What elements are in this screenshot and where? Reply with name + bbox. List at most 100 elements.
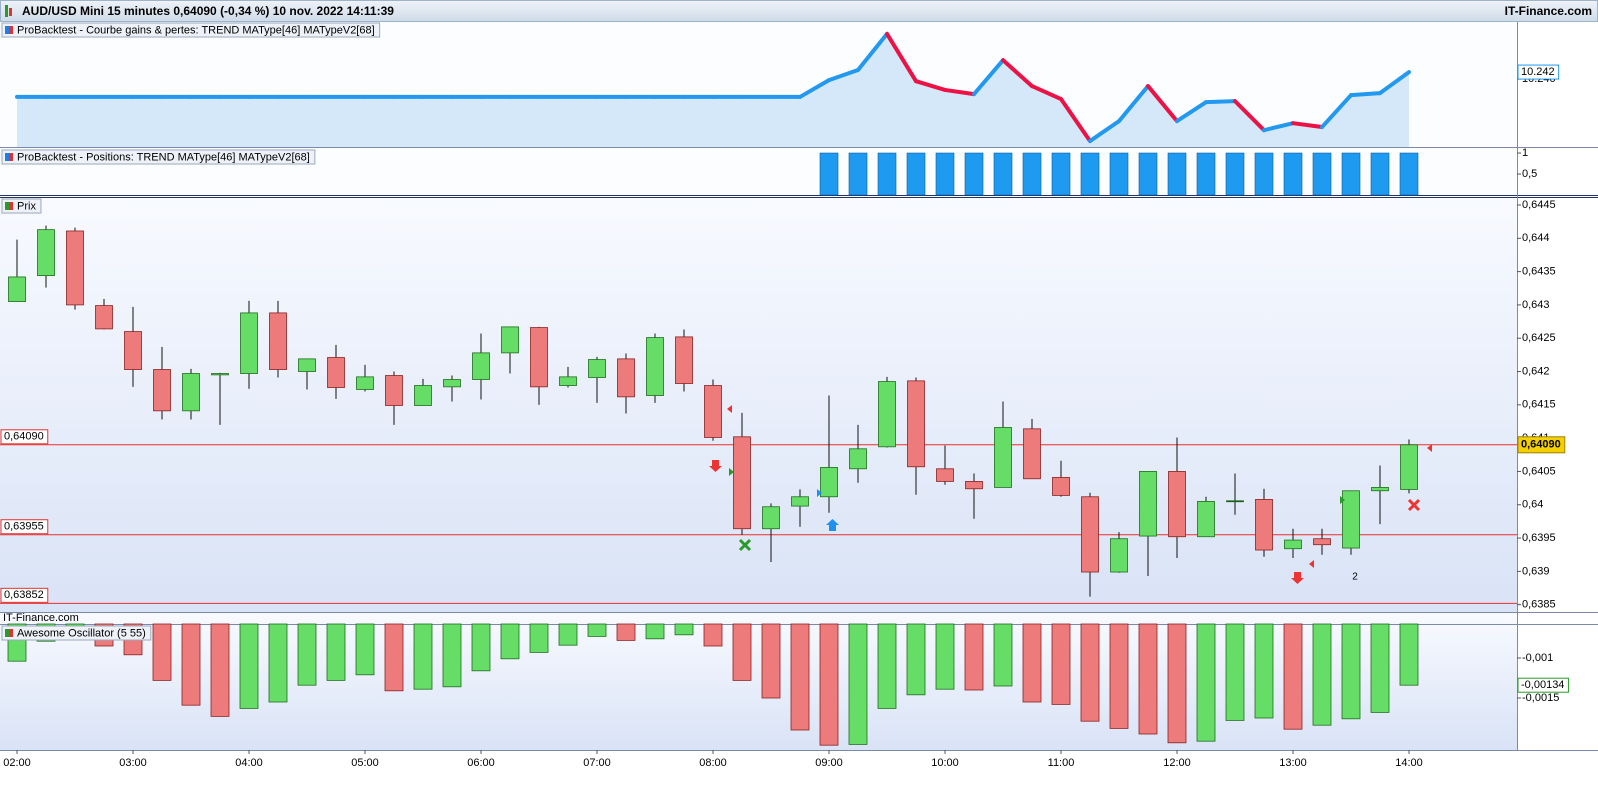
candle-body bbox=[37, 229, 55, 277]
oscillator-bar bbox=[1138, 623, 1158, 735]
equity-segment bbox=[1349, 91, 1382, 98]
oscillator-bar bbox=[732, 623, 752, 681]
signal-triangle bbox=[727, 405, 732, 413]
header-title: AUD/USD Mini 15 minutes 0,64090 (-0,34 %… bbox=[22, 4, 394, 18]
y-tick-label: 0,5 bbox=[1522, 168, 1537, 180]
current-price-label: 0,64090 bbox=[1521, 439, 1561, 451]
header-icon bbox=[5, 5, 8, 17]
oscillator-bar bbox=[761, 623, 781, 699]
signal-triangle bbox=[1427, 444, 1432, 452]
candle-body bbox=[414, 385, 432, 406]
last-value-label: -0,00134 bbox=[1521, 679, 1564, 691]
candle-body bbox=[1081, 496, 1099, 573]
oscillator-bar bbox=[616, 623, 636, 641]
oscillator-bar bbox=[239, 623, 259, 709]
pane-title-text: Awesome Oscillator (5 55) bbox=[17, 627, 146, 639]
equity-segment bbox=[856, 31, 889, 72]
y-tick-label: 0,644 bbox=[1522, 232, 1550, 244]
candle-body bbox=[1255, 499, 1273, 551]
pane-title-box bbox=[1, 149, 316, 165]
oscillator-bar bbox=[1022, 623, 1042, 703]
candle-body bbox=[617, 358, 635, 398]
oscillator-bar bbox=[848, 623, 868, 745]
oscillator-bar bbox=[1225, 623, 1245, 721]
position-bar bbox=[1283, 152, 1303, 196]
equity-segment bbox=[827, 67, 860, 83]
equity-segment bbox=[1146, 84, 1179, 124]
candle-body bbox=[1313, 538, 1331, 546]
equity-segment bbox=[1204, 99, 1237, 105]
oscillator-bar bbox=[500, 623, 520, 660]
signal-triangle bbox=[1340, 496, 1345, 504]
candle-body bbox=[182, 373, 200, 412]
y-tick-label: 0,642 bbox=[1522, 365, 1550, 377]
oscillator-bar bbox=[1341, 623, 1361, 720]
oscillator-bar bbox=[210, 623, 230, 717]
oscillator-bar bbox=[1254, 623, 1274, 719]
position-bar bbox=[993, 152, 1013, 196]
candle-body bbox=[1052, 477, 1070, 496]
oscillator-bar bbox=[993, 623, 1013, 687]
signal-triangle bbox=[729, 468, 734, 476]
candle-body bbox=[1023, 428, 1041, 480]
candle-body bbox=[1197, 501, 1215, 538]
equity-segment bbox=[1175, 100, 1208, 124]
price-line-label: 0,63852 bbox=[4, 589, 44, 601]
candle-body bbox=[820, 467, 838, 498]
candle-body bbox=[327, 357, 345, 388]
equity-segment bbox=[1001, 58, 1034, 89]
position-bar bbox=[964, 152, 984, 196]
position-bar bbox=[1167, 152, 1187, 196]
oscillator-bar bbox=[471, 623, 491, 672]
position-bar bbox=[1225, 152, 1245, 196]
pane-title: Prix bbox=[1, 198, 42, 214]
candle-body bbox=[675, 336, 693, 384]
pane-title-box bbox=[1, 625, 152, 641]
position-bar bbox=[1370, 152, 1390, 196]
equity-segment bbox=[1030, 84, 1063, 102]
position-bar bbox=[1080, 152, 1100, 196]
oscillator-bar bbox=[268, 623, 288, 703]
oscillator-bar bbox=[877, 623, 897, 709]
position-bar bbox=[935, 152, 955, 196]
last-value-label: 10.242 bbox=[1521, 66, 1555, 78]
oscillator-bar bbox=[1283, 623, 1303, 730]
equity-segment bbox=[943, 87, 976, 97]
price-line-box bbox=[0, 587, 49, 603]
oscillator-bar bbox=[1312, 623, 1332, 726]
pane-title-icon bbox=[5, 202, 9, 210]
candle-body bbox=[1226, 500, 1244, 503]
candle-body bbox=[501, 326, 519, 354]
position-bar bbox=[877, 152, 897, 196]
equity-segment bbox=[914, 79, 947, 92]
position-bar bbox=[1399, 152, 1419, 196]
pane-title-text: Prix bbox=[17, 200, 36, 212]
oscillator-bar bbox=[1051, 623, 1071, 705]
price-line-box bbox=[0, 429, 49, 445]
pane-title-text: ProBacktest - Positions: TREND MAType[46… bbox=[17, 151, 310, 163]
equity-segment bbox=[1291, 121, 1324, 130]
x-tick-label: 03:00 bbox=[119, 757, 147, 769]
oscillator-bar bbox=[152, 623, 172, 681]
signal-triangle bbox=[817, 489, 822, 497]
oscillator-bar bbox=[674, 623, 694, 636]
candle-body bbox=[1400, 444, 1418, 490]
y-tick-label: 0,6385 bbox=[1522, 599, 1556, 611]
x-tick-label: 02:00 bbox=[3, 757, 31, 769]
position-bar bbox=[1051, 152, 1071, 196]
candle-body bbox=[269, 312, 287, 370]
oscillator-bar bbox=[181, 623, 201, 706]
candle-body bbox=[66, 230, 84, 306]
candle-body bbox=[385, 375, 403, 406]
oscillator-bar bbox=[1399, 623, 1419, 686]
current-price-box bbox=[1517, 436, 1566, 454]
oscillator-bar bbox=[703, 623, 723, 647]
candle-body bbox=[1168, 471, 1186, 538]
position-bar bbox=[1196, 152, 1216, 196]
candle-body bbox=[907, 380, 925, 468]
x-tick-label: 13:00 bbox=[1279, 757, 1307, 769]
y-tick-label: 0,639 bbox=[1522, 565, 1550, 577]
candle-body bbox=[994, 427, 1012, 488]
sell-arrow bbox=[1291, 572, 1304, 584]
